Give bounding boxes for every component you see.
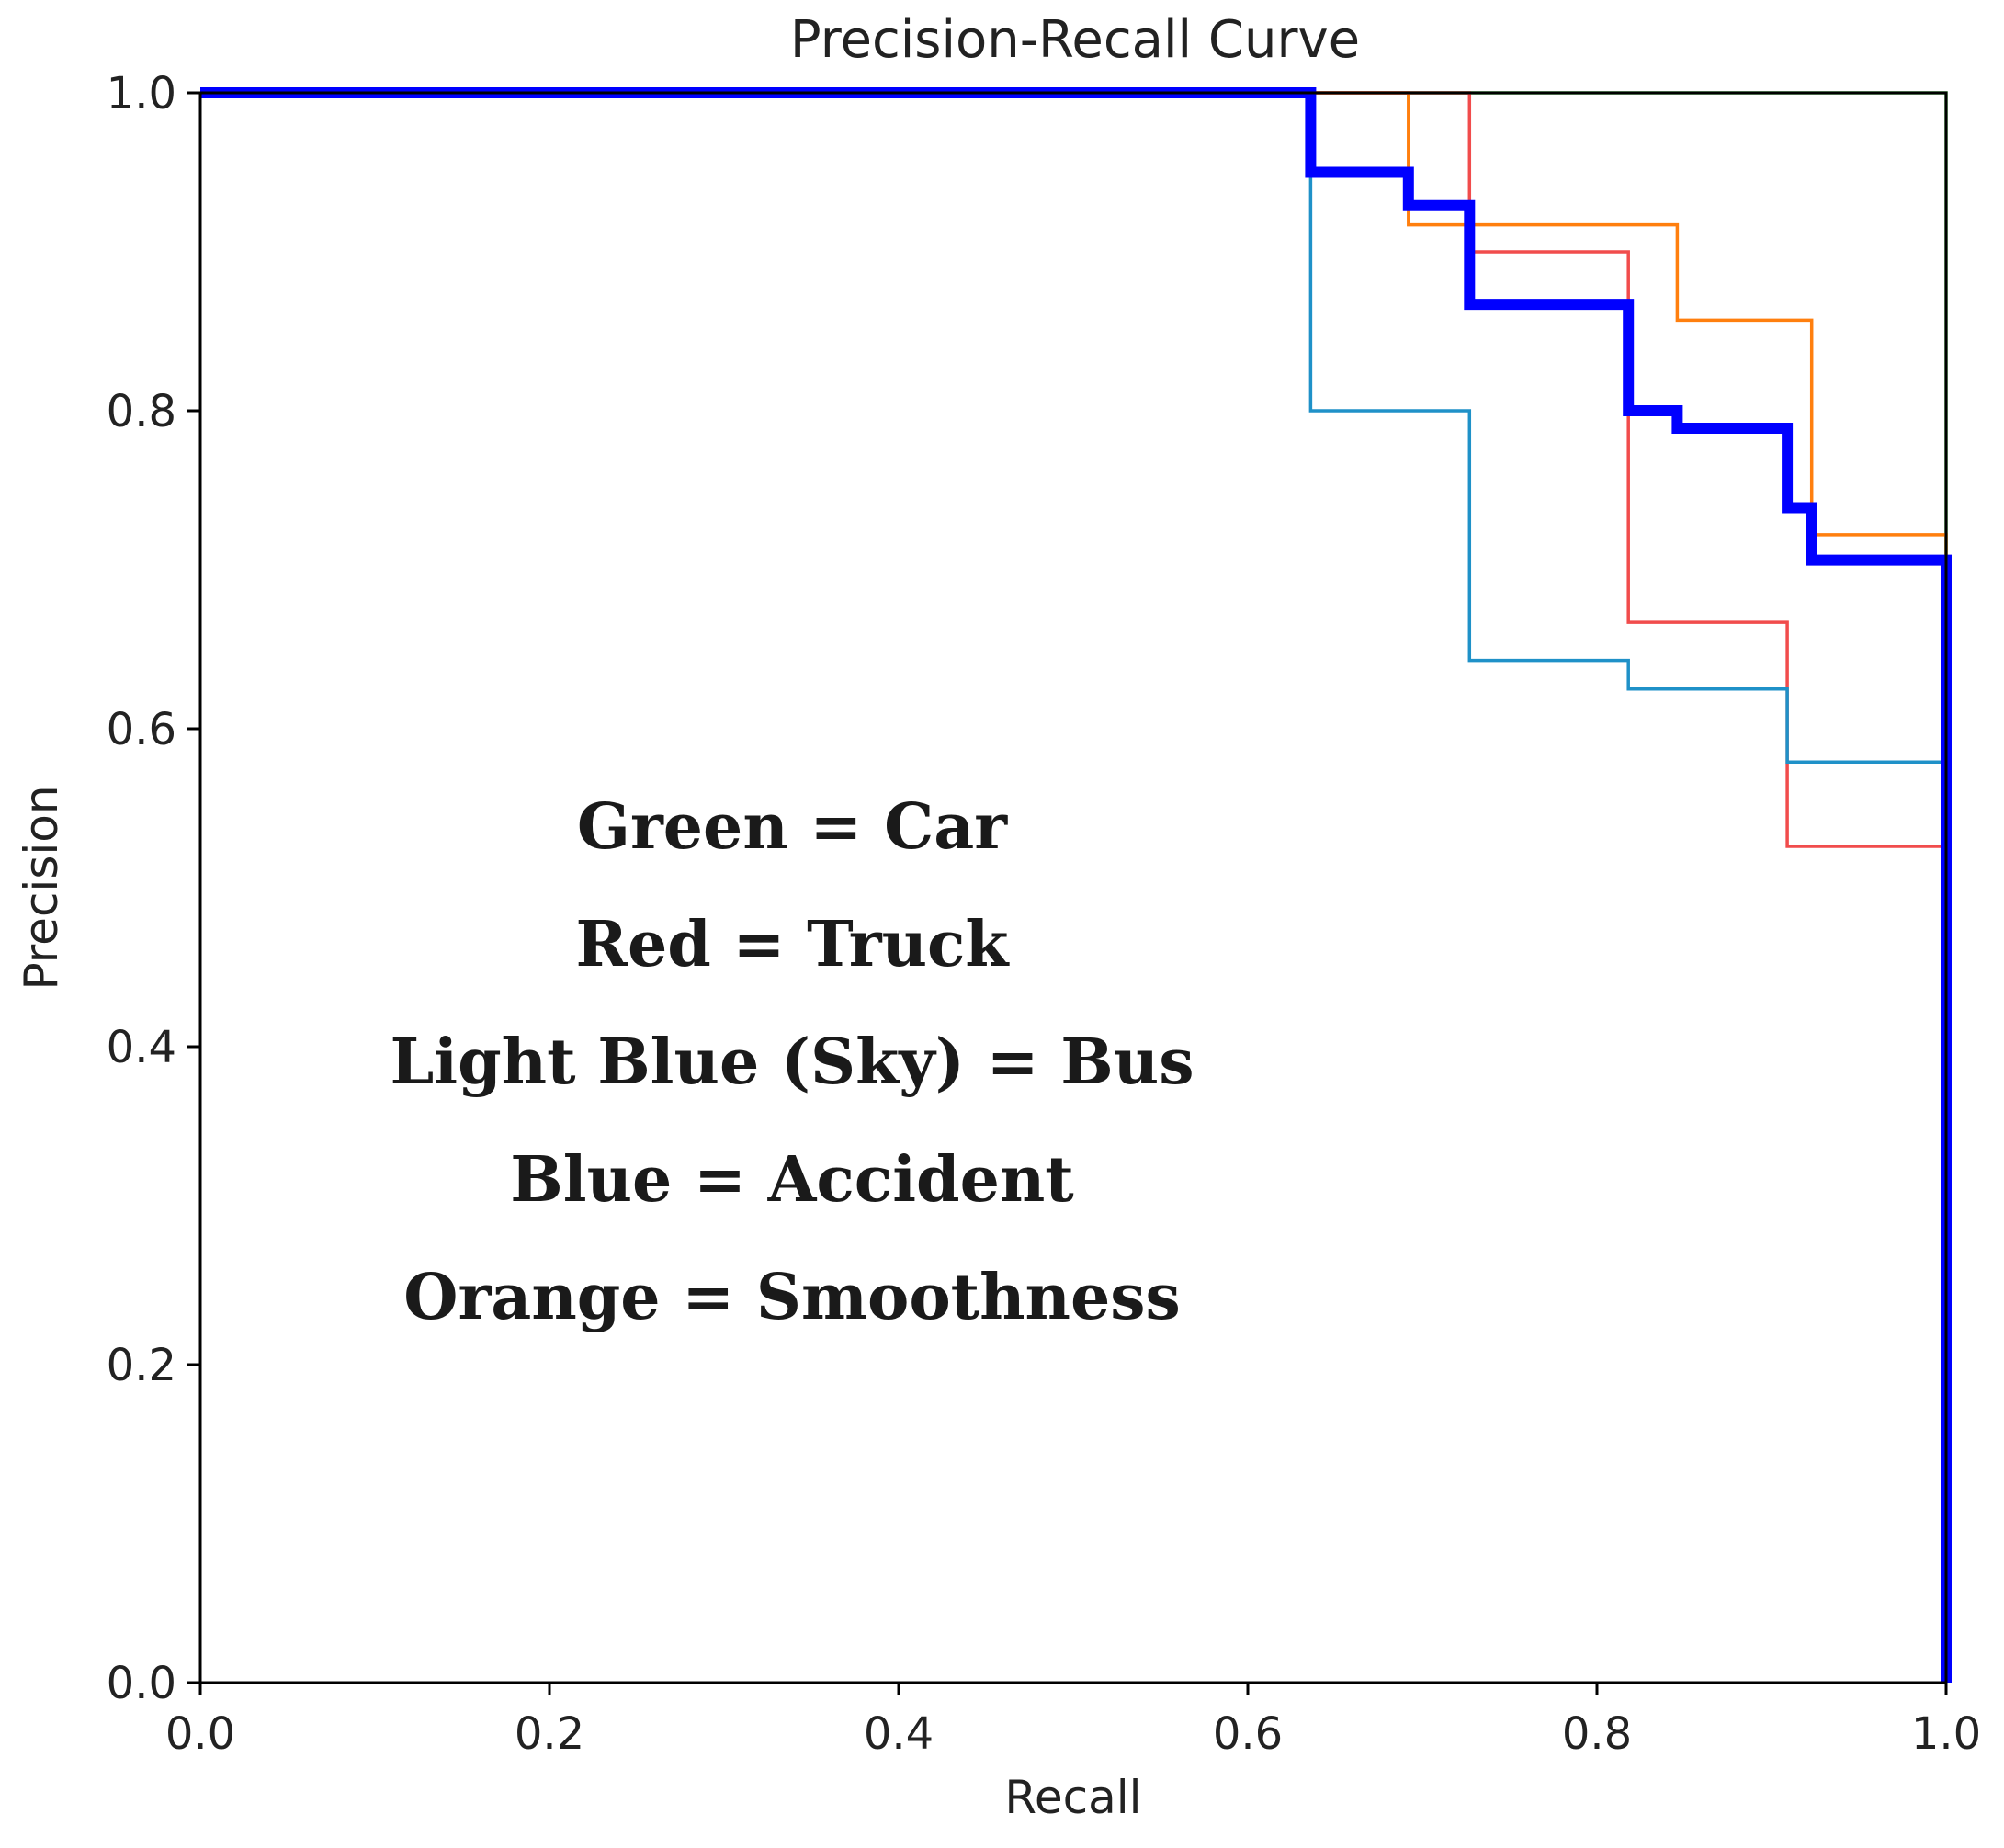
ticks-layer: 0.0 0.2 0.4 0.6 0.8 1.0 0.0 0.2 0.4 0.6 0.8 1.0 [107,68,1982,1760]
y-axis-label: Precision [15,785,68,990]
x-tick-label: 0.2 [515,1708,584,1760]
x-axis-label: Recall [1004,1771,1141,1824]
annotation-truck: Red = Truck [575,908,1010,981]
annotation-block: Green = Car Red = Truck Light Blue (Sky)… [390,790,1194,1334]
series-line-truck [200,91,1948,1683]
y-tick-label: 0.0 [107,1658,176,1709]
series-line-bus [200,91,1948,1683]
y-tick-label: 1.0 [107,68,176,119]
series-layer [200,87,1952,1683]
x-tick-label: 0.0 [165,1708,235,1760]
x-tick-label: 1.0 [1911,1708,1981,1760]
annotation-bus: Light Blue (Sky) = Bus [390,1026,1194,1099]
series-line-smoothness [200,91,1948,1683]
chart-title: Precision-Recall Curve [790,10,1360,70]
x-tick-label: 0.8 [1562,1708,1632,1760]
y-tick-label: 0.4 [107,1022,176,1073]
y-tick-label: 0.2 [107,1340,176,1391]
y-tick-label: 0.6 [107,704,176,755]
annotation-smoothness: Orange = Smoothness [403,1261,1181,1334]
annotation-car: Green = Car [577,790,1008,864]
series-line-accident [200,87,1952,1683]
series-line-car [200,91,1948,1683]
annotation-accident: Blue = Accident [510,1143,1074,1217]
x-tick-label: 0.6 [1213,1708,1283,1760]
y-tick-label: 0.8 [107,386,176,437]
x-tick-label: 0.4 [864,1708,934,1760]
plot-frame [198,91,1948,1684]
